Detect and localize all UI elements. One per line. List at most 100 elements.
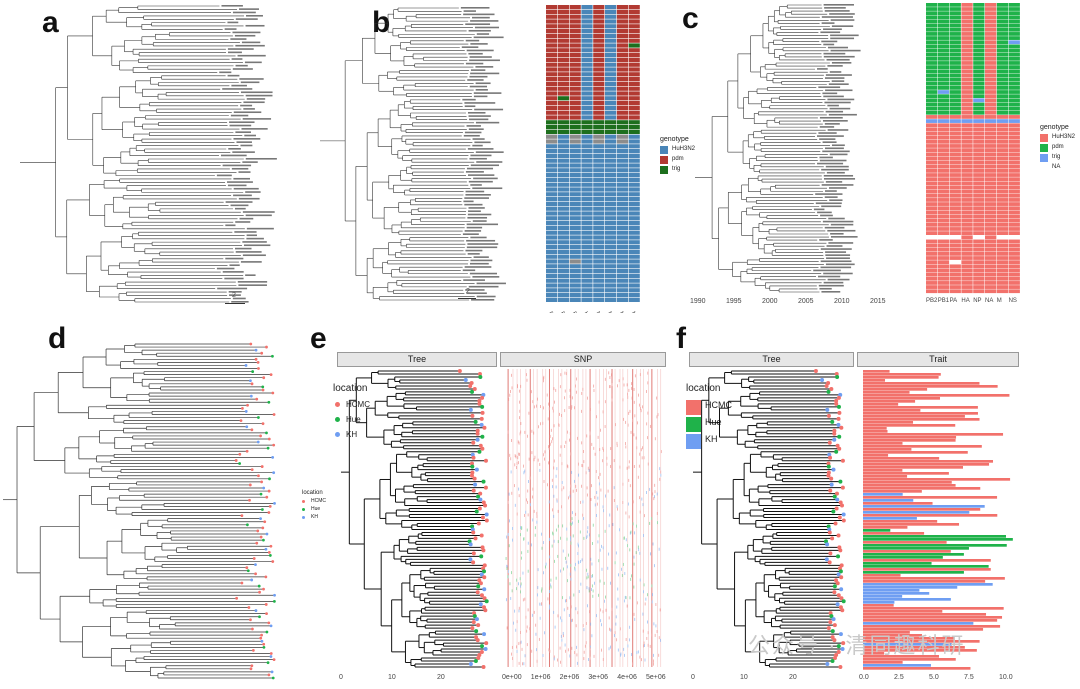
heatmap-cell	[605, 293, 617, 298]
heatmap-cell	[557, 197, 569, 202]
heatmap-cell	[996, 156, 1009, 161]
heatmap-cell	[949, 7, 961, 11]
column-label: M	[618, 311, 625, 313]
heatmap-cell	[605, 249, 617, 254]
heatmap-cell	[581, 278, 593, 283]
heatmap-cell	[546, 201, 558, 206]
heatmap-cell	[593, 158, 605, 163]
tip-point	[475, 590, 480, 595]
heatmap-cell	[949, 3, 961, 7]
heatmap-cell	[616, 283, 628, 288]
axis-tick-label: 10.0	[999, 674, 1013, 681]
heatmap-cell	[546, 158, 558, 163]
heatmap-cell	[605, 240, 617, 245]
heatmap-cell	[628, 192, 640, 197]
heatmap-cell	[1008, 127, 1020, 132]
tip-point	[482, 596, 487, 601]
tip-label	[819, 239, 833, 241]
legend-swatch	[686, 400, 701, 415]
tip-label	[475, 89, 488, 91]
heatmap-cell	[1008, 27, 1020, 32]
heatmap-cell	[1008, 56, 1020, 61]
heatmap-cell	[961, 144, 973, 148]
heatmap-cell	[628, 139, 640, 144]
heatmap-cell	[996, 52, 1009, 57]
tip-label	[473, 36, 504, 39]
tree-branches	[695, 4, 861, 293]
heatmap-cell	[628, 153, 640, 158]
heatmap-cell	[926, 19, 938, 24]
tip-point	[832, 431, 837, 436]
heatmap-cell	[616, 120, 628, 125]
heatmap-cell	[961, 206, 973, 211]
heatmap-cell	[557, 53, 569, 58]
heatmap-cell	[1008, 218, 1020, 223]
tip-point	[471, 440, 476, 445]
heatmap-cell	[996, 247, 1009, 252]
tip-point	[248, 483, 252, 487]
heatmap-cell	[926, 156, 938, 161]
tip-label	[466, 292, 487, 295]
heatmap-cell	[985, 7, 997, 11]
trait-bar	[863, 616, 1003, 619]
panel-c-axis: 1990 1995 2000 2005 2010 2015	[690, 298, 925, 310]
tip-label	[830, 223, 854, 226]
tip-point	[250, 428, 254, 432]
heatmap-cell	[949, 48, 961, 53]
tip-point	[468, 662, 473, 667]
tip-point	[472, 611, 477, 616]
heatmap-cell	[985, 19, 997, 24]
heatmap-cell	[985, 23, 997, 28]
heatmap-cell	[949, 285, 961, 289]
heatmap-cell	[961, 268, 973, 273]
heatmap-cell	[581, 201, 593, 206]
tip-point	[481, 500, 486, 505]
heatmap-cell	[557, 33, 569, 38]
tip-label	[822, 92, 838, 95]
axis-tick-label: 1990	[690, 298, 706, 305]
tip-point	[477, 398, 482, 403]
tip-point	[267, 489, 271, 493]
heatmap-cell	[616, 201, 628, 206]
heatmap-cell	[937, 127, 950, 132]
heatmap-cell	[628, 77, 640, 82]
heatmap-cell	[1008, 123, 1020, 128]
heatmap-cell	[628, 105, 640, 110]
heatmap-cell	[961, 231, 973, 235]
panel-f-label: f	[676, 322, 686, 355]
axis-tick-label: 5e+06	[646, 674, 666, 681]
tip-label	[227, 21, 239, 24]
trait-bar	[863, 493, 903, 496]
heatmap-cell	[937, 73, 950, 78]
heatmap-cell	[937, 231, 950, 235]
tip-label	[828, 217, 845, 220]
tip-point	[268, 554, 272, 557]
tip-label	[467, 243, 499, 245]
tip-point	[830, 629, 835, 634]
heatmap-cell	[985, 36, 997, 40]
tip-point	[262, 645, 266, 649]
tip-point	[468, 542, 473, 547]
heatmap-cell	[949, 11, 961, 16]
panel-f-trait-axis: 0.0 2.5 5.0 7.5 10.0	[857, 672, 1019, 684]
heatmap-cell	[961, 90, 973, 94]
heatmap-cell	[581, 230, 593, 235]
tip-label	[245, 191, 261, 193]
heatmap-cell	[593, 129, 605, 134]
heatmap-cell	[996, 123, 1009, 128]
heatmap-cell	[581, 105, 593, 110]
heatmap-cell	[605, 81, 617, 86]
tip-point	[813, 369, 818, 373]
heatmap-cell	[985, 206, 997, 211]
heatmap-cell	[557, 264, 569, 269]
tip-point	[826, 524, 831, 529]
heatmap-cell	[569, 86, 581, 91]
heatmap-cell	[593, 192, 605, 197]
heatmap-cell	[581, 153, 593, 158]
heatmap-cell	[996, 218, 1009, 223]
heatmap-cell	[973, 36, 985, 40]
heatmap-cell	[628, 158, 640, 163]
heatmap-cell	[926, 127, 938, 132]
trait-bar	[863, 415, 965, 418]
tip-label	[476, 33, 490, 35]
